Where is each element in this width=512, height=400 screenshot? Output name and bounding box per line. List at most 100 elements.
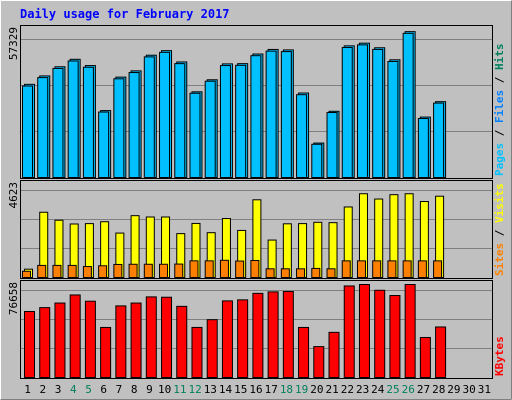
- x-tick-label-day-17: 17: [265, 383, 278, 396]
- kbytes-bar-kbytes-day-17: [267, 291, 279, 378]
- hits-bar-pages-day-22: [341, 47, 353, 179]
- legend-item-sites: Sites: [493, 243, 506, 276]
- visits-bar-sites-day-28: [433, 260, 443, 279]
- hits-bar-pages-day-20: [311, 143, 323, 178]
- visits-bar-sites-day-27: [417, 260, 427, 279]
- kbytes-bar-kbytes-day-8: [130, 302, 142, 379]
- legend-separator: /: [493, 70, 506, 90]
- kbytes-bar-kbytes-day-9: [145, 296, 157, 378]
- kbytes-bar-kbytes-day-6: [100, 326, 112, 378]
- visits-legend: Sites / Visits: [493, 183, 506, 276]
- hits-bar-pages-day-11: [174, 63, 186, 178]
- x-tick-label-day-20: 20: [310, 383, 323, 396]
- hits-bar-pages-day-23: [356, 44, 368, 178]
- x-tick-label-day-22: 22: [341, 383, 354, 396]
- kbytes-bar-kbytes-day-11: [176, 305, 188, 378]
- x-tick-label-day-27: 27: [417, 383, 430, 396]
- visits-bar-sites-day-26: [402, 260, 412, 279]
- visits-bar-sites-day-20: [311, 267, 321, 279]
- visits-bar-sites-day-11: [174, 263, 184, 279]
- hits-bar-pages-day-8: [128, 72, 140, 178]
- hits-bar-pages-day-21: [326, 112, 338, 178]
- kbytes-bar-kbytes-day-21: [328, 331, 340, 378]
- panel-hits: 57329 Pages / Files / Hits: [7, 25, 506, 179]
- kbytes-bar-kbytes-day-25: [389, 295, 401, 378]
- x-tick-label-day-26: 26: [402, 383, 415, 396]
- x-tick-label-day-10: 10: [158, 383, 171, 396]
- kbytes-bar-kbytes-day-10: [161, 296, 173, 378]
- x-tick-label-day-6: 6: [100, 383, 107, 396]
- visits-bar-sites-day-16: [250, 259, 260, 279]
- visits-bar-sites-day-3: [52, 264, 62, 279]
- visits-bar-sites-day-24: [372, 260, 382, 279]
- visits-bar-sites-day-5: [82, 266, 92, 278]
- legend-item-pages: Pages: [493, 143, 506, 176]
- visits-bar-sites-day-10: [159, 263, 169, 279]
- x-tick-label-day-31: 31: [478, 383, 491, 396]
- hits-bar-pages-day-24: [372, 48, 384, 178]
- x-tick-label-day-4: 4: [70, 383, 77, 396]
- x-tick-label-day-29: 29: [447, 383, 460, 396]
- visits-bar-sites-day-12: [189, 260, 199, 279]
- legend-item-hits: Hits: [493, 44, 506, 71]
- x-tick-label-day-21: 21: [326, 383, 339, 396]
- kbytes-bar-kbytes-day-27: [419, 336, 431, 378]
- kbytes-bar-kbytes-day-12: [191, 326, 203, 378]
- visits-bar-sites-day-18: [280, 268, 290, 279]
- x-tick-label-day-23: 23: [356, 383, 369, 396]
- hits-bar-pages-day-2: [37, 77, 49, 178]
- legend-item-kbytes: KBytes: [493, 336, 506, 376]
- hits-bar-pages-day-18: [280, 51, 292, 179]
- x-tick-label-day-18: 18: [280, 383, 293, 396]
- legend-separator: /: [493, 123, 506, 143]
- legend-item-files: Files: [493, 90, 506, 123]
- kbytes-bar-kbytes-day-14: [221, 300, 233, 378]
- x-tick-label-day-11: 11: [173, 383, 186, 396]
- kbytes-bar-kbytes-day-5: [84, 300, 96, 378]
- visits-bar-sites-day-7: [113, 263, 123, 279]
- visits-bar-sites-day-2: [37, 264, 47, 279]
- visits-bar-sites-day-15: [235, 260, 245, 279]
- kbytes-bar-kbytes-day-7: [115, 305, 127, 378]
- visits-bar-sites-day-4: [67, 264, 77, 279]
- chart-title: Daily usage for February 2017: [20, 7, 230, 21]
- x-tick-label-day-14: 14: [219, 383, 233, 396]
- hits-bar-pages-day-26: [402, 32, 414, 179]
- kbytes-bar-kbytes-day-20: [313, 346, 325, 379]
- hits-bar-pages-day-16: [250, 55, 262, 178]
- panel-kbytes: 76658 KBytes: [7, 280, 506, 379]
- legend-item-visits: Visits: [493, 183, 506, 223]
- hits-bar-pages-day-10: [159, 51, 171, 178]
- hits-bar-pages-day-4: [67, 60, 79, 178]
- panel-visits: 4623 Sites / Visits: [7, 180, 506, 279]
- visits-bar-sites-day-9: [143, 263, 153, 279]
- hits-legend: Pages / Files / Hits: [493, 44, 506, 177]
- hits-bar-pages-day-17: [265, 50, 277, 178]
- visits-bar-sites-day-13: [204, 260, 214, 279]
- kbytes-bar-kbytes-day-23: [358, 284, 370, 378]
- kbytes-bar-kbytes-day-16: [252, 292, 264, 378]
- x-tick-label-day-9: 9: [146, 383, 153, 396]
- kbytes-bar-kbytes-day-26: [404, 284, 416, 378]
- legend-separator: /: [493, 223, 506, 243]
- hits-bar-pages-day-28: [433, 102, 445, 178]
- x-tick-label-day-5: 5: [85, 383, 92, 396]
- kbytes-ymax-label: 76658: [7, 282, 20, 315]
- x-tick-label-day-15: 15: [234, 383, 247, 396]
- x-tick-label-day-1: 1: [24, 383, 31, 396]
- visits-bar-sites-day-22: [341, 260, 351, 279]
- hits-bar-pages-day-14: [219, 65, 231, 178]
- visits-bar-sites-day-19: [296, 268, 306, 279]
- visits-bar-sites-day-17: [265, 268, 275, 279]
- x-tick-label-day-7: 7: [116, 383, 123, 396]
- kbytes-bar-kbytes-day-3: [54, 302, 66, 379]
- x-tick-label-day-2: 2: [40, 383, 47, 396]
- visits-bar-sites-day-25: [387, 260, 397, 279]
- hits-bar-pages-day-15: [235, 64, 247, 178]
- x-tick-label-day-3: 3: [55, 383, 62, 396]
- x-tick-label-day-24: 24: [371, 383, 385, 396]
- hits-bar-pages-day-25: [387, 60, 399, 178]
- kbytes-bar-kbytes-day-2: [39, 307, 51, 379]
- hits-bar-pages-day-19: [296, 94, 308, 178]
